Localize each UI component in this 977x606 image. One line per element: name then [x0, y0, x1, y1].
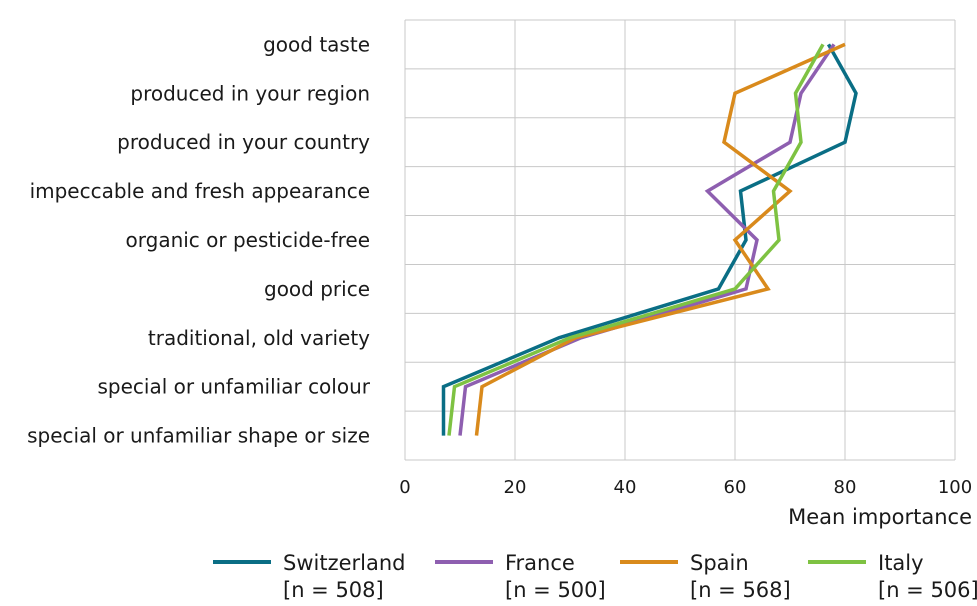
legend-label: Spain — [690, 551, 749, 575]
legend-n-label: [n = 500] — [505, 578, 606, 602]
category-label: produced in your country — [117, 130, 370, 154]
series-line-switzerland — [441, 43, 858, 436]
x-tick-labels: 0 20 40 60 80 100 — [399, 477, 972, 498]
legend-n-label: [n = 568] — [690, 578, 791, 602]
legend-label: France — [505, 551, 575, 575]
x-tick-label: 60 — [724, 477, 747, 498]
category-label: special or unfamiliar colour — [97, 375, 370, 399]
series-line-spain — [474, 42, 846, 436]
series-line-italy — [447, 43, 825, 436]
x-tick-label: 20 — [504, 477, 527, 498]
x-tick-label: 100 — [938, 477, 972, 498]
legend: Switzerland [n = 508] France [n = 500] Spain… — [213, 551, 977, 602]
x-tick-label: 80 — [834, 477, 857, 498]
category-label: good price — [264, 277, 370, 301]
category-label: organic or pesticide-free — [126, 228, 370, 252]
category-label: special or unfamiliar shape or size — [27, 424, 370, 448]
x-axis-title: Mean importance — [788, 505, 972, 529]
legend-label: Switzerland — [283, 551, 406, 575]
legend-n-label: [n = 508] — [283, 578, 384, 602]
category-label: impeccable and fresh appearance — [30, 179, 370, 203]
series-lines — [441, 42, 858, 436]
category-labels: good taste produced in your region produce… — [27, 32, 371, 447]
grid — [404, 19, 956, 461]
legend-label: Italy — [878, 551, 924, 575]
legend-n-label: [n = 506] — [878, 578, 977, 602]
x-tick-label: 0 — [399, 477, 410, 498]
category-label: traditional, old variety — [148, 326, 370, 350]
category-label: good taste — [263, 32, 370, 56]
x-tick-label: 40 — [614, 477, 637, 498]
category-label: produced in your region — [130, 81, 370, 105]
